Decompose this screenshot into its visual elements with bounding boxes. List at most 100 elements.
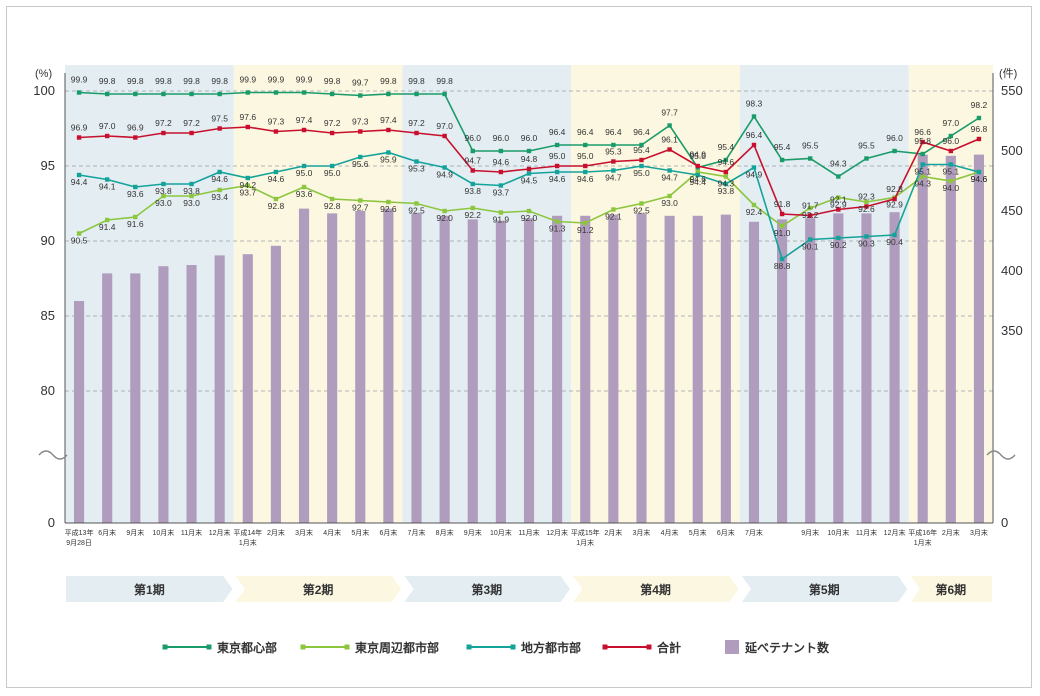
bar-8 <box>298 208 310 523</box>
data-label-s1-2: 91.6 <box>127 219 144 229</box>
data-label-s3-17: 95.0 <box>549 151 566 161</box>
data-labels: 99.9 99.8 99.8 99.8 99.8 99.8 99.9 99.9 99.9 99.8… <box>71 75 988 272</box>
point-s2-32 <box>976 169 982 175</box>
data-label-s1-23: 94.3 <box>718 179 735 189</box>
left-axis-break <box>38 450 68 460</box>
point-s3-22 <box>695 163 700 169</box>
point-s2-11 <box>386 150 391 155</box>
x-tick-0-1: 9月28日 <box>66 539 92 547</box>
point-s0-3 <box>161 91 166 97</box>
point-s1-2 <box>133 214 138 220</box>
data-label-s1-8: 93.6 <box>296 189 313 199</box>
point-s2-3 <box>161 181 166 187</box>
data-label-s0-1: 99.8 <box>99 76 116 86</box>
point-s0-5 <box>217 91 222 97</box>
point-s2-29 <box>892 232 897 238</box>
data-label-s1-4: 93.0 <box>183 198 200 208</box>
point-s1-27 <box>836 195 841 200</box>
point-s0-10 <box>358 93 363 98</box>
data-label-s0-24: 98.3 <box>746 99 763 109</box>
point-s2-17 <box>554 169 560 175</box>
bar-0 <box>73 301 85 523</box>
data-label-s0-32: 98.2 <box>971 100 988 110</box>
data-label-s0-3: 99.8 <box>155 76 172 86</box>
data-label-s1-11: 92.6 <box>380 204 397 214</box>
data-label-s2-13: 94.9 <box>436 170 453 180</box>
data-label-s1-3: 93.0 <box>155 198 172 208</box>
point-s0-2 <box>133 91 138 97</box>
bar-14 <box>467 219 478 523</box>
data-label-s3-21: 96.1 <box>661 135 678 145</box>
point-s0-18 <box>583 142 588 148</box>
data-label-s0-14: 96.0 <box>464 133 481 143</box>
period-bands: 第1期 第2期 第3期 第4期 第5期 第6期 <box>64 574 994 604</box>
period-bg-2 <box>233 65 403 523</box>
data-label-s3-1: 97.0 <box>99 121 116 131</box>
point-s3-7 <box>273 129 279 134</box>
point-s3-29 <box>892 196 897 202</box>
point-s1-7 <box>273 196 279 202</box>
point-s3-18 <box>583 163 588 169</box>
data-label-s1-18: 91.2 <box>577 225 594 235</box>
data-label-s0-6: 99.9 <box>240 75 257 85</box>
point-s1-25 <box>779 223 785 229</box>
point-s2-22 <box>695 172 700 178</box>
data-label-s0-27: 94.3 <box>830 159 847 169</box>
x-tick-9-0: 4月末 <box>323 528 341 537</box>
x-tick-18-0: 平成15年 <box>571 528 600 537</box>
legend-label-1: 東京周辺都市部 <box>355 640 439 655</box>
point-s3-13 <box>442 133 447 139</box>
legend-label-4: 延べテナント数 <box>744 640 830 655</box>
data-label-s0-12: 99.8 <box>408 76 425 86</box>
data-label-s2-17: 94.6 <box>549 174 566 184</box>
right-tick-0: 0 <box>1001 515 1008 530</box>
series-lines <box>76 90 982 262</box>
data-label-s1-24: 92.4 <box>746 207 763 217</box>
right-tick-500: 500 <box>1001 143 1023 158</box>
point-s3-9 <box>329 130 335 136</box>
x-tick-21-0: 4月末 <box>661 528 679 537</box>
bar-2 <box>130 273 141 523</box>
point-s3-6 <box>245 124 250 130</box>
bar-3 <box>158 266 169 523</box>
x-tick-18-1: 1月末 <box>576 538 594 547</box>
tenant-bars <box>73 154 985 524</box>
right-tick-400: 400 <box>1001 263 1023 278</box>
data-label-s2-0: 94.4 <box>71 177 88 187</box>
bar-5 <box>214 255 225 523</box>
period-bg-3 <box>402 65 572 523</box>
data-label-s3-30: 96.6 <box>914 127 931 137</box>
data-label-s3-15: 94.6 <box>493 157 510 167</box>
data-label-s2-11: 95.9 <box>380 155 397 165</box>
x-tick-17-0: 12月末 <box>546 528 568 537</box>
data-label-s0-2: 99.8 <box>127 76 144 86</box>
x-tick-12-0: 7月末 <box>408 528 426 537</box>
data-label-s3-5: 97.5 <box>211 114 228 124</box>
point-s3-11 <box>386 127 391 133</box>
data-label-s3-28: 92.3 <box>858 192 875 202</box>
tenant-occupancy-chart: 99.9 99.8 99.8 99.8 99.8 99.8 99.9 99.9 99.9 99.8… <box>33 65 1023 655</box>
bar-26 <box>805 218 816 523</box>
point-s1-30 <box>920 174 925 179</box>
data-label-s2-19: 94.7 <box>605 173 622 183</box>
data-label-s1-20: 92.5 <box>633 206 650 216</box>
period-bg-5 <box>739 65 909 523</box>
data-label-s1-1: 91.4 <box>99 222 116 232</box>
point-s1-4 <box>189 193 194 199</box>
data-label-s3-25: 91.8 <box>774 199 791 209</box>
x-tick-4-0: 11月末 <box>181 528 202 537</box>
x-tick-26-0: 9月末 <box>801 528 819 537</box>
left-tick-95: 95 <box>41 158 55 173</box>
point-s1-11 <box>386 199 391 205</box>
point-s0-15 <box>498 148 504 154</box>
point-s3-26 <box>808 213 813 218</box>
point-s2-28 <box>864 234 869 239</box>
data-label-s2-4: 93.8 <box>183 186 200 196</box>
point-s3-27 <box>836 207 841 212</box>
point-s0-13 <box>442 91 447 97</box>
point-s3-0 <box>76 135 82 140</box>
data-label-s3-27: 92.1 <box>830 195 847 205</box>
data-label-s2-22: 94.4 <box>689 177 706 187</box>
bar-18 <box>580 215 591 524</box>
bar-1 <box>102 273 113 523</box>
